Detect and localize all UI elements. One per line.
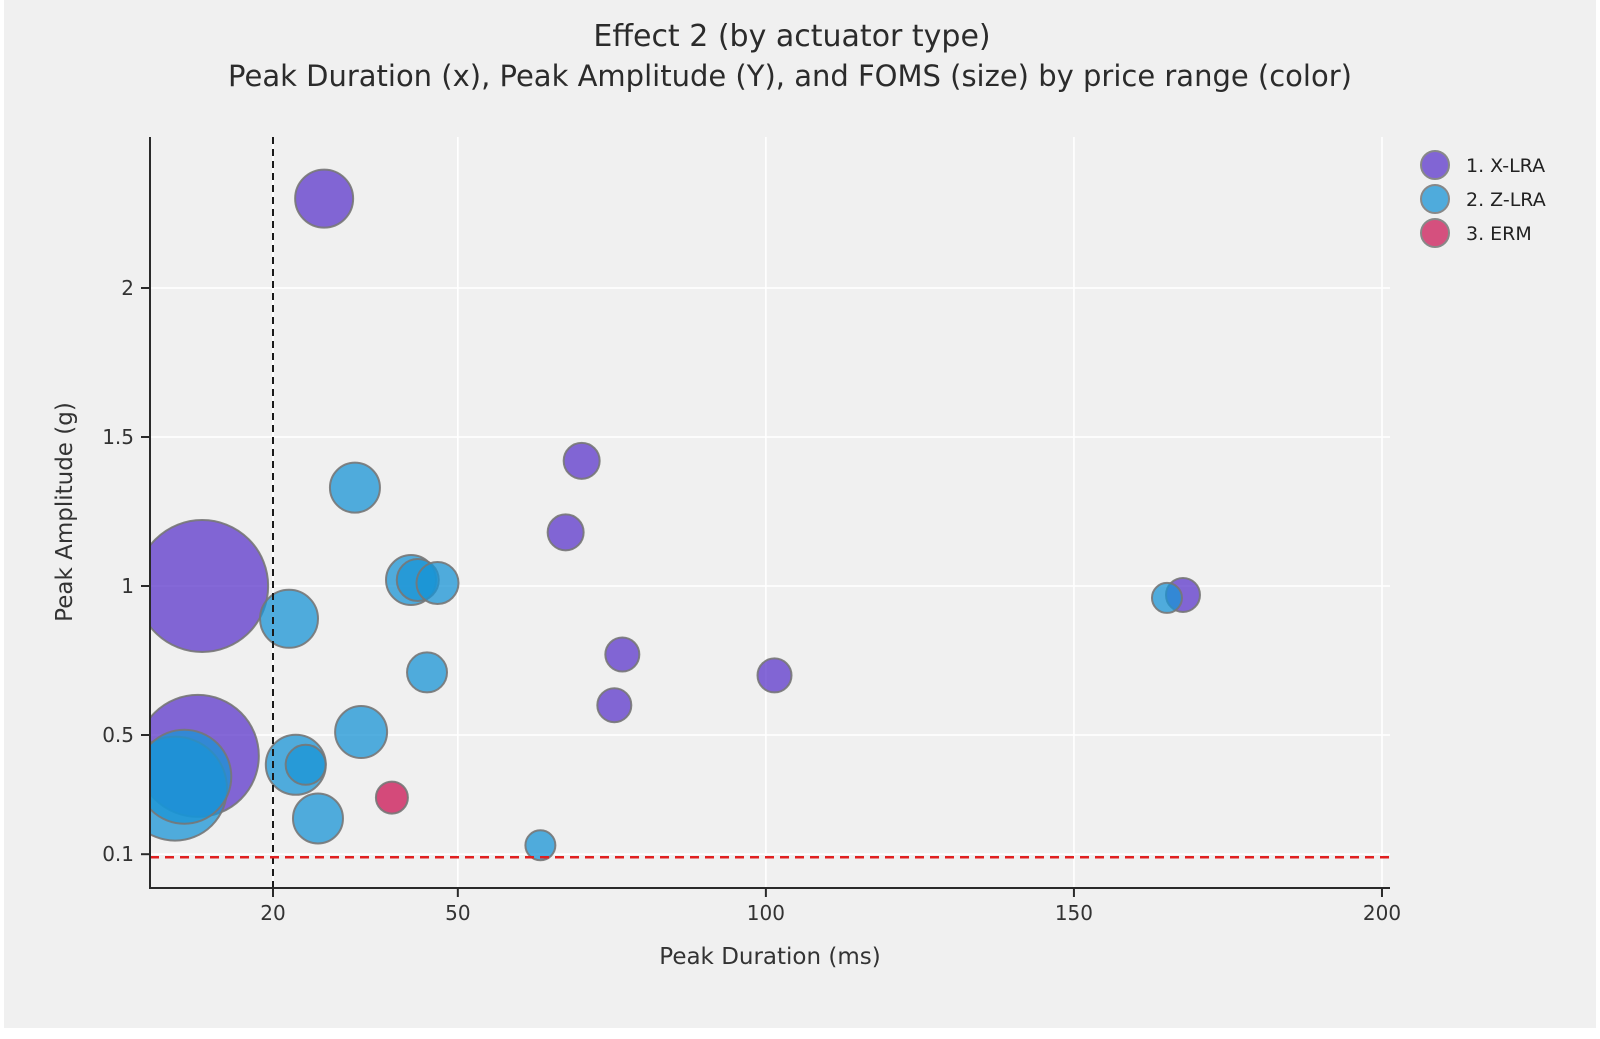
y-tick-label: 1.5: [102, 425, 134, 449]
legend: 1. X-LRA 2. Z-LRA 3. ERM: [1420, 150, 1546, 248]
bubble-z-lra: [334, 705, 389, 760]
bubble-z-lra: [291, 792, 344, 845]
bubble-z-lra: [1150, 581, 1183, 614]
x-tick-label: 50: [445, 901, 470, 925]
y-tick-label: 0.1: [102, 842, 134, 866]
x-axis-label: Peak Duration (ms): [659, 944, 880, 970]
threshold-lines: [150, 137, 1390, 888]
bubble-x-lra: [294, 168, 355, 229]
x-tick-label: 100: [747, 901, 785, 925]
bubble-z-lra: [328, 461, 381, 514]
legend-swatch-erm: [1420, 218, 1450, 248]
tick-labels: 20 50 100 150 200 0.1 0.5 1 1.5 2: [102, 276, 1401, 925]
bubble-layer: [150, 168, 1201, 862]
chart-subtitle: Peak Duration (x), Peak Amplitude (Y), a…: [228, 59, 1352, 93]
legend-label-x-lra: 1. X-LRA: [1466, 155, 1545, 177]
y-tick-label: 1: [121, 574, 134, 598]
bubble-z-lra: [415, 561, 460, 606]
bubble-x-lra: [562, 441, 601, 480]
bubble-z-lra: [406, 651, 449, 694]
x-tick-label: 20: [260, 901, 285, 925]
x-tick-label: 150: [1055, 901, 1093, 925]
chart-title: Effect 2 (by actuator type): [593, 19, 990, 54]
bubble-z-lra: [284, 743, 327, 786]
bubble-x-lra: [546, 513, 585, 552]
tick-marks: [141, 287, 1383, 897]
x-tick-label: 200: [1363, 901, 1401, 925]
gridlines: [150, 137, 1390, 888]
bubble-x-lra: [604, 636, 641, 673]
bubble-z-lra: [524, 829, 557, 862]
legend-label-z-lra: 2. Z-LRA: [1466, 189, 1546, 211]
bubble-z-lra: [150, 728, 233, 825]
bubble-x-lra: [150, 519, 270, 653]
y-axis-label: Peak Amplitude (g): [52, 402, 78, 622]
bubble-z-lra: [259, 588, 320, 649]
bubble-x-lra: [596, 687, 633, 724]
figure-background: [4, 0, 1596, 1028]
legend-swatch-x-lra: [1420, 150, 1450, 180]
y-tick-label: 0.5: [102, 723, 134, 747]
y-tick-label: 2: [121, 276, 134, 300]
legend-swatch-z-lra: [1420, 184, 1450, 214]
bubble-erm: [374, 780, 409, 815]
bubble-x-lra: [756, 657, 793, 694]
legend-label-erm: 3. ERM: [1466, 223, 1532, 245]
